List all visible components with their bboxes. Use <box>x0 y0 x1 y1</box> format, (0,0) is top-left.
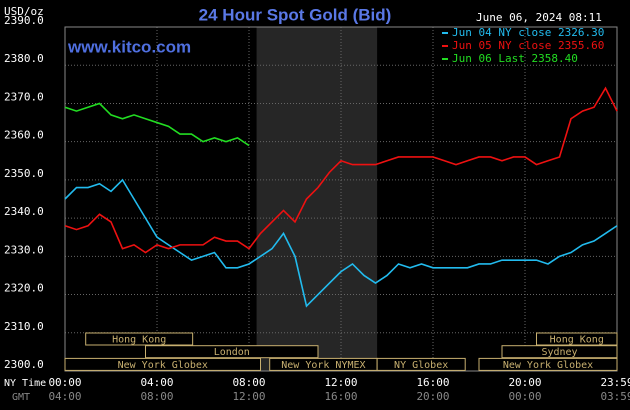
legend-label: Jun 06 Last 2358.40 <box>452 52 578 65</box>
session-box <box>376 357 466 371</box>
x-tick-label: 12:00 <box>324 376 357 389</box>
x-tick-label: 20:00 <box>508 376 541 389</box>
series-line <box>64 178 618 308</box>
x2-tick-label: 08:00 <box>140 390 173 403</box>
y-tick-label: 2310.0 <box>4 320 44 333</box>
y-tick-label: 2300.0 <box>4 358 44 371</box>
series-line <box>64 102 250 147</box>
session-label: New York Globex <box>503 360 593 371</box>
session-label: Hong Kong <box>112 335 166 346</box>
session-label: NY Globex <box>394 360 448 371</box>
x2-tick-label: 12:00 <box>232 390 265 403</box>
y-tick-label: 2330.0 <box>4 243 44 256</box>
session-box <box>536 332 618 346</box>
session-label: New York NYMEX <box>281 360 365 371</box>
x-tick-label: 16:00 <box>416 376 449 389</box>
session-label: Sydney <box>541 347 577 358</box>
x2-tick-label: 04:00 <box>48 390 81 403</box>
x-tick-label: 00:00 <box>48 376 81 389</box>
legend-label: Jun 05 NY close 2355.60 <box>452 39 604 52</box>
highlight-band <box>256 27 378 371</box>
chart-title: 24 Hour Spot Gold (Bid) <box>199 5 392 24</box>
y-tick-label: 2350.0 <box>4 167 44 180</box>
y-tick-label: 2320.0 <box>4 282 44 295</box>
x2-axis-label: GMT <box>12 392 30 403</box>
x-tick-label: 08:00 <box>232 376 265 389</box>
x2-tick-label: 16:00 <box>324 390 357 403</box>
watermark: www.kitco.com <box>67 37 191 56</box>
x2-tick-label: 00:00 <box>508 390 541 403</box>
session-box <box>85 332 194 346</box>
x-axis-label: NY Time <box>4 378 46 389</box>
session-label: London <box>214 347 250 358</box>
session-box <box>64 357 261 371</box>
x2-tick-label: 03:59 <box>600 390 630 403</box>
session-label: Hong Kong <box>550 335 604 346</box>
session-box <box>478 357 618 371</box>
y-tick-label: 2370.0 <box>4 90 44 103</box>
x2-tick-label: 20:00 <box>416 390 449 403</box>
y-tick-label: 2360.0 <box>4 129 44 142</box>
series-line <box>64 86 618 254</box>
y-tick-label: 2340.0 <box>4 205 44 218</box>
session-box <box>501 345 618 359</box>
y-tick-label: 2380.0 <box>4 52 44 65</box>
timestamp: June 06, 2024 08:11 <box>476 11 602 24</box>
session-box <box>145 345 319 359</box>
legend-label: Jun 04 NY close 2326.30 <box>452 26 604 39</box>
y-axis-label: USD/oz <box>4 5 44 18</box>
x-tick-label: 23:59 <box>600 376 630 389</box>
x-tick-label: 04:00 <box>140 376 173 389</box>
session-label: New York Globex <box>118 360 208 371</box>
y-tick-label: 2390.0 <box>4 14 44 27</box>
